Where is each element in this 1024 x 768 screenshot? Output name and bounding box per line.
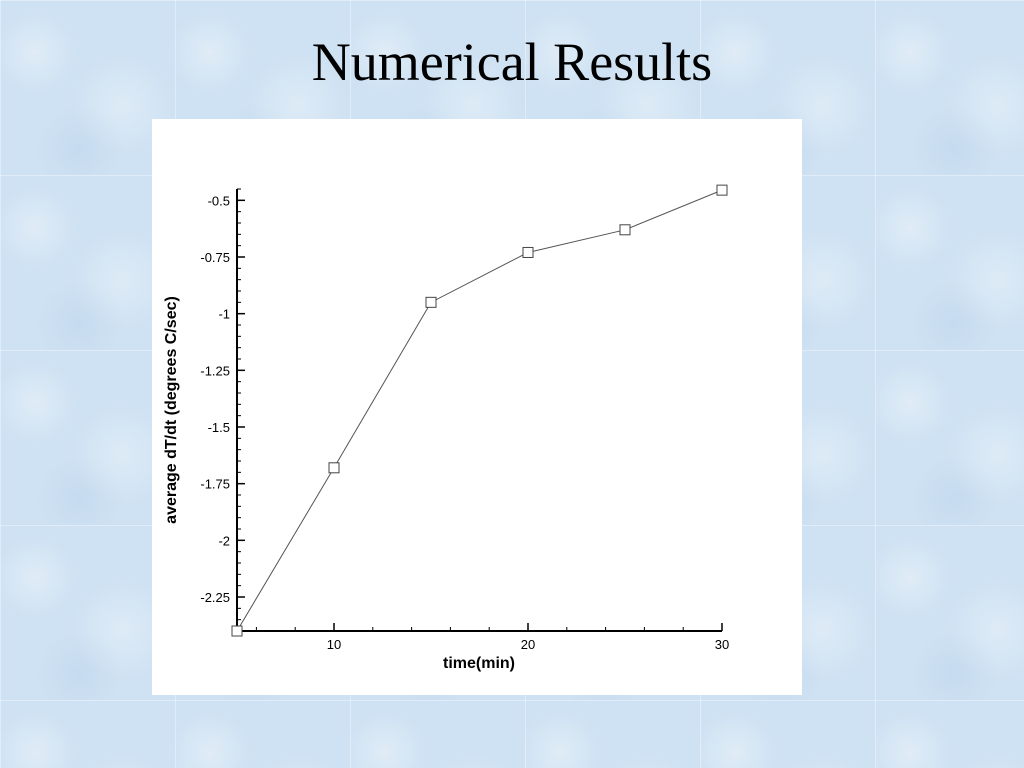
data-point-marker bbox=[716, 184, 728, 196]
x-tick-label: 20 bbox=[521, 637, 535, 652]
chart-series bbox=[231, 184, 728, 637]
x-axis-title: time(min) bbox=[443, 655, 515, 672]
y-tick-label: -0.5 bbox=[208, 193, 230, 208]
y-tick-label: -2 bbox=[218, 533, 230, 548]
data-point-marker bbox=[425, 296, 437, 308]
series-line bbox=[236, 189, 723, 632]
y-axis-title: average dT/dt (degrees C/sec) bbox=[163, 296, 180, 524]
y-tick-label: -2.25 bbox=[200, 590, 230, 605]
data-point-marker bbox=[231, 625, 243, 637]
y-tick-label: -1.5 bbox=[208, 420, 230, 435]
y-tick-label: -1.25 bbox=[200, 363, 230, 378]
y-tick-label: -1.75 bbox=[200, 477, 230, 492]
data-point-marker bbox=[328, 462, 340, 474]
slide-title: Numerical Results bbox=[311, 32, 713, 92]
data-point-marker bbox=[619, 224, 631, 236]
line-chart: -2.25 -2 -1.75 -1.5 -1.25 -1 -0.75 -0.5 10 20 30 t… bbox=[163, 184, 729, 672]
x-tick-label: 10 bbox=[327, 637, 341, 652]
chart-panel: -2.25 -2 -1.75 -1.5 -1.25 -1 -0.75 -0.5 10 20 30 t… bbox=[152, 119, 802, 695]
y-tick-label: -0.75 bbox=[200, 250, 230, 265]
y-tick-label: -1 bbox=[218, 307, 230, 322]
x-tick-label: 30 bbox=[715, 637, 729, 652]
chart-ticks: -2.25 -2 -1.75 -1.5 -1.25 -1 -0.75 -0.5 10 20 30 bbox=[200, 188, 729, 652]
chart-axes bbox=[236, 189, 722, 632]
data-point-marker bbox=[522, 246, 534, 258]
